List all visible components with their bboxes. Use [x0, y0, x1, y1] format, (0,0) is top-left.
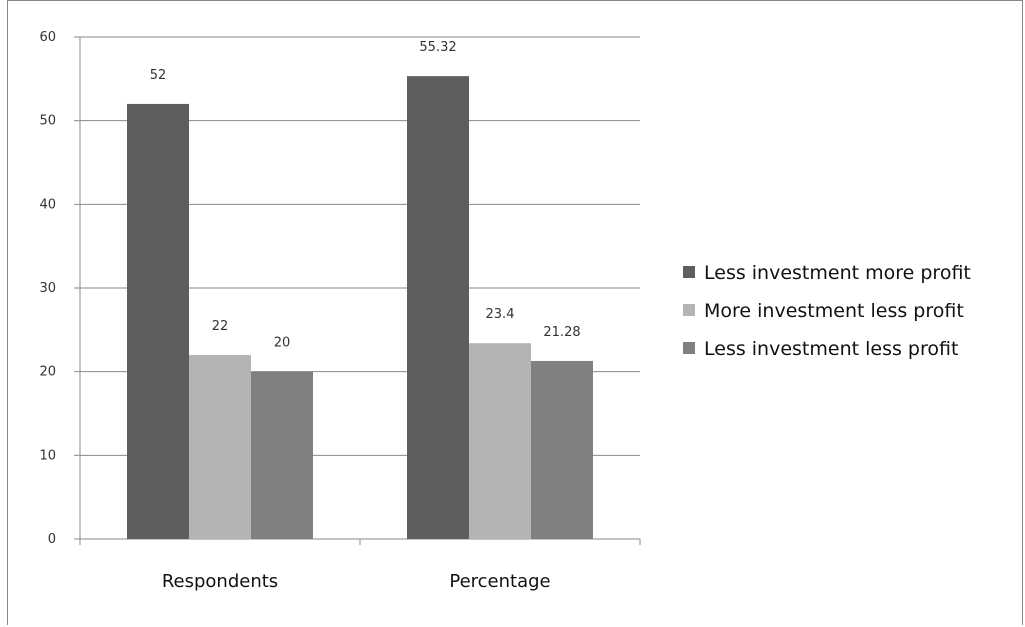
legend-label: Less investment less profit: [704, 338, 958, 360]
bar: [469, 343, 531, 539]
y-tick-label: 0: [48, 532, 56, 547]
x-category-label: Respondents: [162, 571, 278, 592]
x-category-label: Percentage: [449, 571, 550, 592]
legend: Less investment more profit More investme…: [683, 262, 971, 360]
y-tick-label: 20: [39, 365, 56, 380]
bar: [251, 371, 313, 539]
y-tick-label: 50: [39, 114, 56, 129]
y-tick-label: 60: [39, 30, 56, 45]
bar: [127, 103, 189, 539]
data-labels: 52 22 20 55.32 23.4 21.28: [150, 40, 581, 351]
legend-label: More investment less profit: [704, 300, 964, 322]
data-label: 22: [212, 319, 229, 334]
bar: [189, 354, 251, 539]
y-tick-label: 10: [39, 448, 56, 463]
legend-swatch: [683, 304, 695, 316]
data-label: 23.4: [486, 307, 515, 322]
data-label: 20: [274, 336, 291, 351]
chart-frame: [7, 0, 1023, 625]
data-label: 55.32: [419, 40, 456, 55]
y-tick-label: 30: [39, 281, 56, 296]
y-tick-label: 40: [39, 197, 56, 212]
legend-swatch: [683, 342, 695, 354]
bar: [407, 76, 469, 539]
bar: [531, 360, 593, 539]
bars: [127, 76, 593, 539]
data-label: 52: [150, 68, 167, 83]
data-label: 21.28: [543, 325, 580, 340]
legend-swatch: [683, 266, 695, 278]
legend-label: Less investment more profit: [704, 262, 971, 284]
